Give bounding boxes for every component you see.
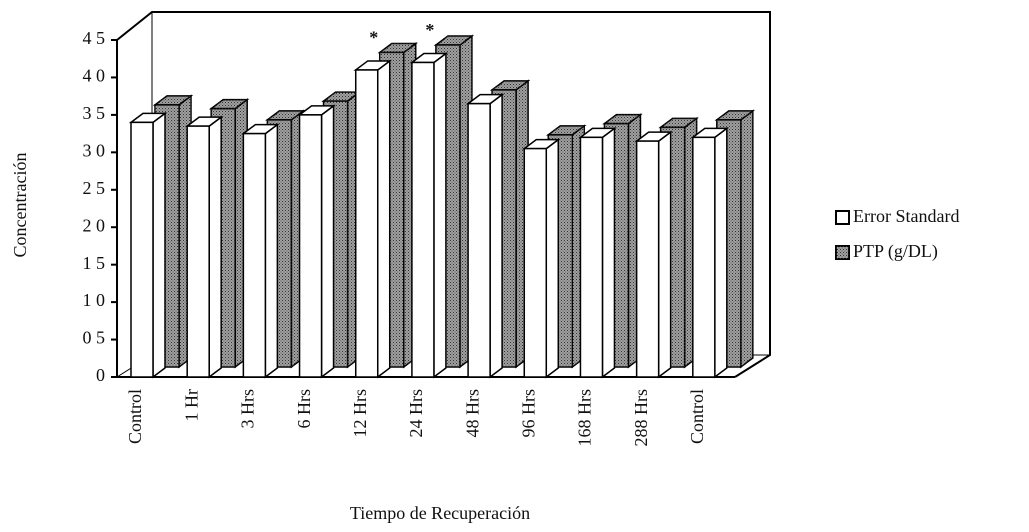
bar-top-texture [267,110,304,120]
bar-side [208,115,222,379]
bar-front [579,136,604,378]
bar-top-texture [604,114,641,124]
back-wall [116,11,771,378]
bar-front [523,147,548,378]
bar-front [186,125,210,378]
bar-front [692,136,716,378]
y-axis-label: Concentración [10,153,30,258]
y-tick-label: 0 [96,365,105,385]
y-tick-label: 2 0 [83,215,106,235]
x-tick-label: 6 Hrs [294,389,314,429]
bar [690,126,730,379]
y-tick-label: 3 0 [83,140,106,160]
x-tick-label: 1 Hr [181,389,201,422]
annotation: * [369,28,378,48]
bar [522,138,561,379]
bar [634,130,673,379]
bar-side [601,126,616,379]
bar-top-texture [716,110,753,120]
x-tick-label: Control [125,389,145,444]
bar-front [467,102,491,378]
bar-top-texture [492,80,529,90]
bar-top-texture [155,95,191,105]
bar [184,115,224,379]
x-tick-label: 24 Hrs [406,389,426,438]
x-axis-label: Tiempo de Recuperación [350,503,530,523]
y-tick-label: 4 5 [83,28,106,48]
x-tick-label: 12 Hrs [350,389,370,438]
y-tick-label: 1 5 [83,253,106,273]
y-tick-label: 2 5 [83,178,106,198]
bar-top-texture [435,35,472,45]
bar-side [714,126,728,379]
bar [353,59,392,379]
y-tick-label: 1 0 [83,290,106,310]
bar-side-texture [740,110,753,367]
bar-side [152,111,166,379]
y-tick-label: 0 5 [83,328,106,348]
x-tick-label: 288 Hrs [631,389,651,447]
legend-label: Error Standard [853,206,959,226]
bar [465,93,505,379]
bar-front [298,114,323,378]
bar-front [242,132,267,378]
bar-front [354,69,379,378]
x-tick-label: 48 Hrs [462,389,482,438]
bar-top-texture [548,125,585,135]
bar-side [657,130,672,379]
legend-swatch [835,210,850,225]
y-tick-label: 4 0 [83,66,106,86]
bar-front [635,140,660,378]
bar [409,51,449,379]
bar-top-texture [379,43,416,53]
bar-side [320,104,335,379]
x-tick-label: 3 Hrs [238,389,258,429]
bar-side [264,123,279,379]
bar-side [489,93,503,379]
bar-side [545,138,560,379]
x-tick-label: Control [687,389,707,444]
legend-label: PTP (g/DL) [853,241,938,262]
legend-swatch-texture [836,246,849,259]
bar-front [130,121,154,378]
y-tick-label: 3 5 [83,103,106,123]
bar-top-texture [323,92,360,102]
bar-side [376,59,391,379]
bar-front [411,61,435,378]
bar [578,126,617,379]
bar-side [433,51,447,379]
bar [241,123,280,379]
x-tick-label: 168 Hrs [575,389,595,447]
x-tick-label: 96 Hrs [518,389,538,438]
bar-top-texture [660,118,697,128]
annotation: * [425,20,434,40]
bar-top-texture [211,99,248,109]
bar [128,111,168,379]
bar [297,104,336,379]
